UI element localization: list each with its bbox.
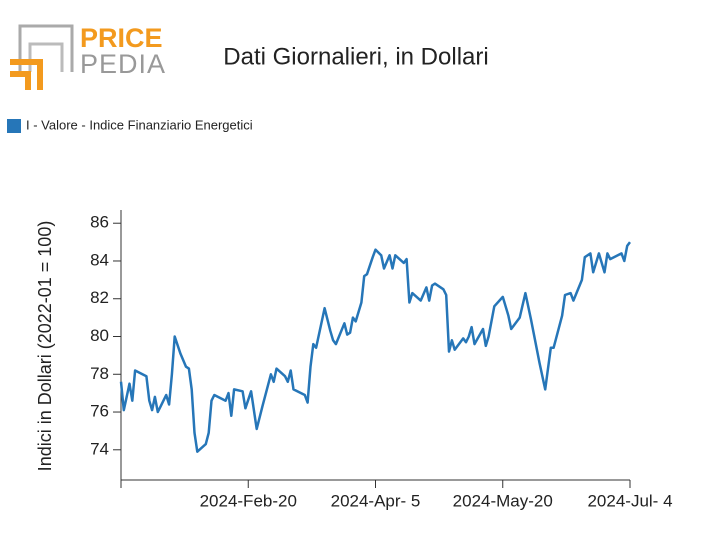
y-tick-label: 80: [90, 326, 109, 345]
y-axis-label: Indici in Dollari (2022-01 = 100): [35, 221, 55, 472]
y-tick-label: 86: [90, 213, 109, 232]
logo-top: PRICE: [80, 23, 163, 53]
x-tick-label: 2024-Feb-20: [200, 491, 297, 510]
y-tick-label: 74: [90, 439, 109, 458]
y-tick-label: 84: [90, 250, 109, 269]
x-tick-label: 2024-May-20: [453, 491, 553, 510]
legend-swatch: [7, 119, 21, 133]
x-tick-label: 2024-Jul- 4: [587, 491, 672, 510]
legend-label: I - Valore - Indice Finanziario Energeti…: [26, 117, 253, 132]
y-tick-label: 76: [90, 402, 109, 421]
y-tick-label: 78: [90, 364, 109, 383]
x-tick-label: 2024-Apr- 5: [331, 491, 421, 510]
logo-bottom: PEDIA: [80, 49, 166, 79]
chart-title: Dati Giornalieri, in Dollari: [223, 43, 488, 70]
y-tick-label: 82: [90, 288, 109, 307]
data-line: [119, 241, 632, 453]
logo: PRICE PEDIA: [10, 23, 166, 90]
